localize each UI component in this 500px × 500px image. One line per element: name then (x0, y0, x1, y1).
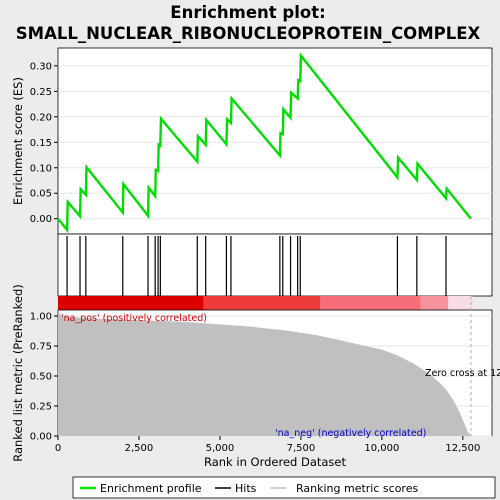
ranking-y-axis-label: Ranked list metric (PreRanked) (11, 284, 25, 462)
x-axis-label: Rank in Ordered Dataset (204, 455, 347, 469)
es-y-tick-label: 0.30 (30, 61, 52, 72)
x-tick-label: 10,000 (364, 443, 399, 454)
es-y-tick-label: 0.00 (30, 214, 52, 225)
ranking-y-tick-label: 0.75 (30, 342, 52, 353)
legend-ranking-label: Ranking metric scores (296, 482, 418, 495)
ranking-y-tick-label: 0.00 (30, 432, 52, 443)
ranking-y-axis-ticks: 0.00 0.25 0.50 0.75 1.00 (30, 312, 58, 443)
heat-bar-segment (58, 296, 204, 310)
es-plot-panel (57, 47, 493, 235)
x-tick-label: 2,500 (125, 443, 154, 454)
x-tick-label: 12,500 (445, 443, 480, 454)
enrichment-profile-line (57, 52, 472, 234)
es-y-tick-label: 0.05 (30, 189, 52, 200)
hits-panel (57, 233, 493, 297)
legend-enrichment-label: Enrichment profile (100, 482, 202, 495)
neg-correlated-label: 'na_neg' (negatively correlated) (275, 428, 426, 439)
heat-bar-segment (420, 296, 449, 310)
es-y-tick-label: 0.25 (30, 87, 52, 98)
ranking-y-tick-label: 0.25 (30, 402, 52, 413)
es-y-axis-label: Enrichment score (ES) (11, 77, 25, 205)
chart-title-line-1: Enrichment plot: (170, 3, 325, 22)
ranking-metric-area (58, 310, 471, 436)
x-tick-label: 5,000 (206, 443, 235, 454)
heat-bar-segment (203, 296, 321, 310)
x-tick-label: 7,500 (287, 443, 316, 454)
x-tick-label: 0 (55, 443, 61, 454)
zero-cross-label: Zero cross at 12750 (425, 368, 500, 379)
chart-title-line-2: SMALL_NUCLEAR_RIBONUCLEOPROTEIN_COMPLEX (16, 24, 481, 43)
ranking-y-tick-label: 1.00 (30, 312, 52, 323)
pos-correlated-label: 'na_pos' (positively correlated) (61, 313, 207, 324)
es-y-tick-label: 0.15 (30, 138, 52, 149)
es-y-tick-label: 0.20 (30, 112, 52, 123)
ranking-y-tick-label: 0.50 (30, 372, 52, 383)
heat-bar-segment (320, 296, 421, 310)
ranking-heat-bar (58, 296, 473, 310)
heat-bar-segment (448, 296, 473, 310)
hit-marks (66, 236, 447, 296)
legend: Enrichment profile Hits Ranking metric s… (72, 476, 496, 499)
es-y-tick-label: 0.10 (30, 163, 52, 174)
es-y-axis-ticks: 0.00 0.05 0.10 0.15 0.20 0.25 0.30 (30, 61, 58, 225)
legend-hits-label: Hits (235, 482, 257, 495)
ranking-x-axis-ticks: 0 2,500 5,000 7,500 10,000 12,500 (55, 436, 480, 454)
